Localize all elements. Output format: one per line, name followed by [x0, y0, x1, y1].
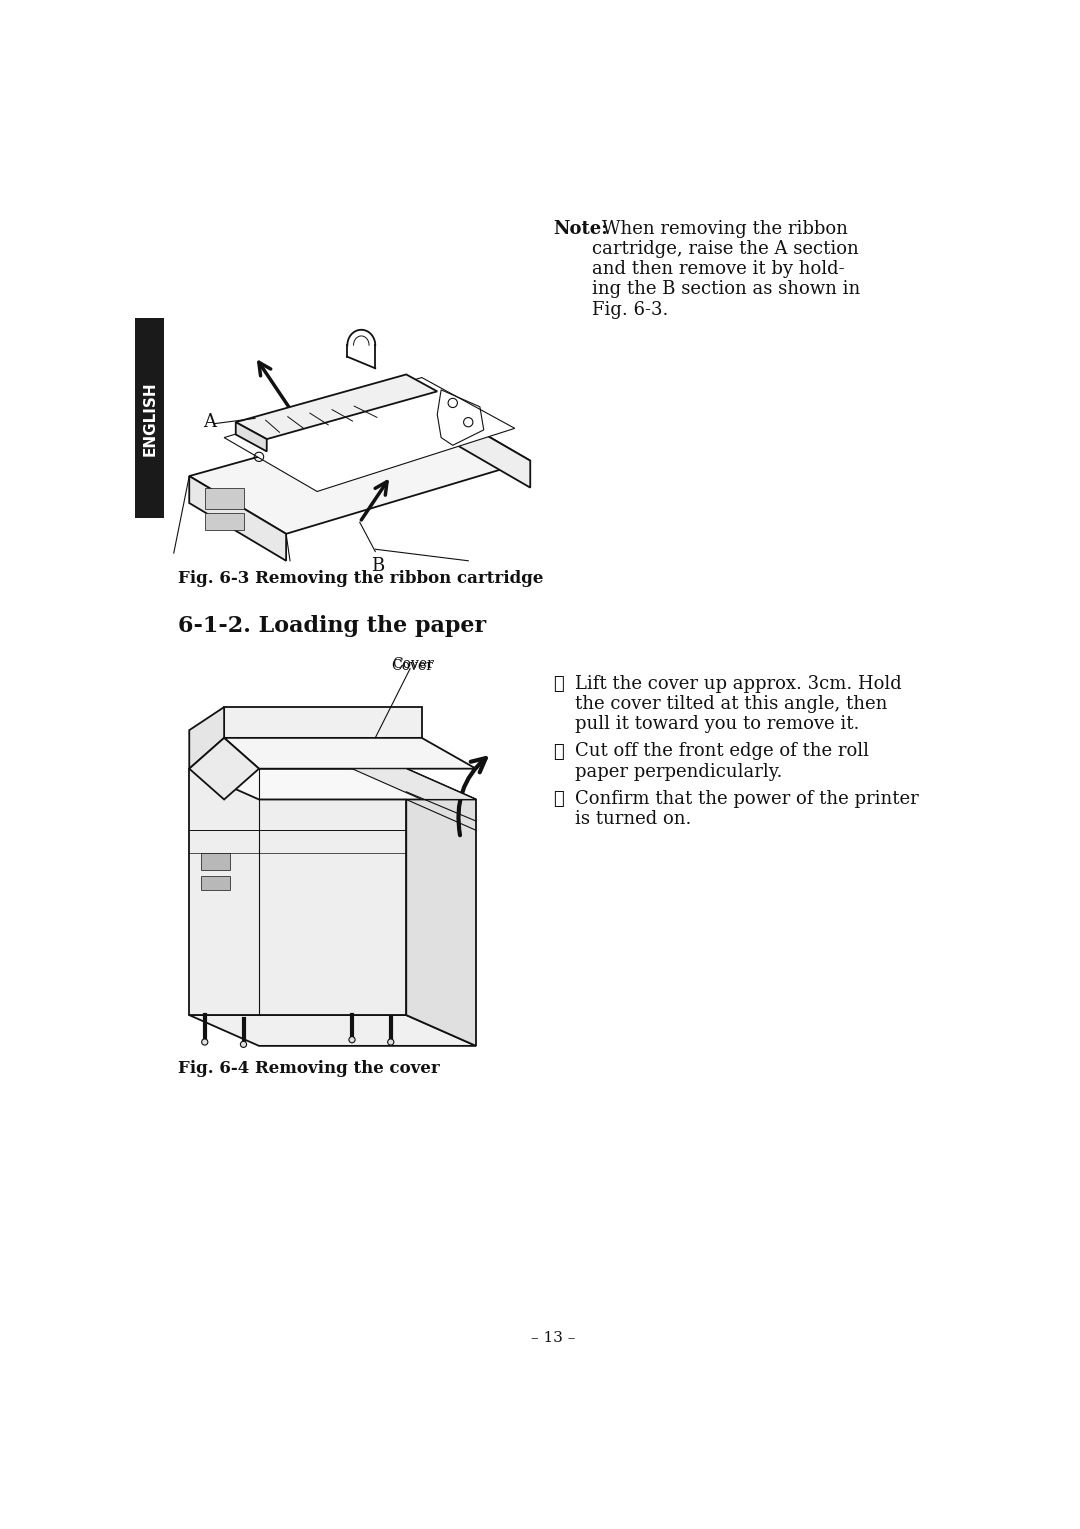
Text: Lift the cover up approx. 3cm. Hold: Lift the cover up approx. 3cm. Hold [576, 674, 902, 693]
Text: and then remove it by hold-: and then remove it by hold- [592, 260, 845, 278]
Polygon shape [225, 739, 476, 769]
Text: ing the B section as shown in: ing the B section as shown in [592, 280, 861, 298]
Polygon shape [235, 422, 267, 451]
Circle shape [202, 1038, 207, 1046]
Text: Fig. 6-3.: Fig. 6-3. [592, 301, 669, 318]
Polygon shape [437, 407, 530, 488]
Polygon shape [189, 1015, 476, 1046]
Bar [135, 318, 164, 518]
Text: When removing the ribbon: When removing the ribbon [602, 220, 848, 239]
Bar [201, 853, 230, 870]
Text: Cut off the front edge of the roll: Cut off the front edge of the roll [576, 743, 869, 760]
Text: Fig. 6-3 Removing the ribbon cartridge: Fig. 6-3 Removing the ribbon cartridge [177, 570, 543, 587]
Text: Fig. 6-4 Removing the cover: Fig. 6-4 Removing the cover [177, 1060, 440, 1076]
Text: ③: ③ [554, 790, 564, 809]
Polygon shape [189, 769, 406, 1015]
Text: ENGLISH: ENGLISH [143, 381, 158, 456]
Text: Confirm that the power of the printer: Confirm that the power of the printer [576, 790, 919, 809]
Text: Cover: Cover [392, 657, 434, 671]
Polygon shape [235, 375, 437, 439]
Polygon shape [189, 769, 476, 800]
Circle shape [241, 1041, 246, 1047]
Bar [201, 876, 230, 890]
Text: B: B [370, 557, 384, 575]
Text: Note:: Note: [554, 220, 608, 239]
Text: paper perpendicularly.: paper perpendicularly. [576, 763, 783, 780]
Text: ②: ② [554, 743, 564, 760]
Polygon shape [225, 378, 515, 491]
Polygon shape [352, 769, 476, 800]
Text: 6-1-2. Loading the paper: 6-1-2. Loading the paper [177, 615, 486, 636]
Polygon shape [189, 407, 530, 534]
Text: pull it toward you to remove it.: pull it toward you to remove it. [576, 714, 860, 732]
Polygon shape [189, 739, 259, 800]
Polygon shape [189, 476, 286, 561]
Text: Cover: Cover [391, 659, 433, 673]
Circle shape [349, 1037, 355, 1043]
Bar [205, 488, 243, 509]
Text: is turned on.: is turned on. [576, 810, 691, 829]
Text: cartridge, raise the A section: cartridge, raise the A section [592, 240, 859, 258]
Text: the cover tilted at this angle, then: the cover tilted at this angle, then [576, 694, 888, 713]
Polygon shape [225, 706, 422, 739]
Text: – 13 –: – 13 – [531, 1330, 576, 1346]
Polygon shape [406, 769, 476, 1046]
Text: A: A [203, 413, 216, 431]
Bar [205, 514, 243, 531]
Text: ①: ① [554, 674, 564, 693]
Polygon shape [189, 706, 225, 769]
Circle shape [388, 1038, 394, 1046]
